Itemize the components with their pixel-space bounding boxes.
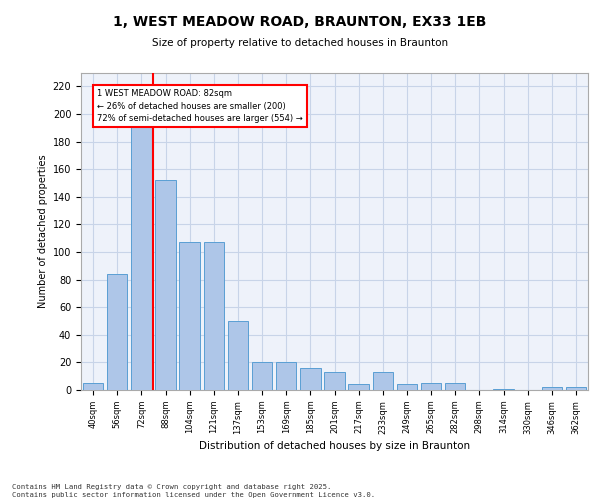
Bar: [542, 387, 562, 390]
Text: Contains HM Land Registry data © Crown copyright and database right 2025.
Contai: Contains HM Land Registry data © Crown c…: [12, 484, 375, 498]
Bar: [493, 388, 514, 390]
Bar: [131, 104, 152, 390]
Bar: [179, 242, 200, 390]
Bar: [227, 321, 248, 390]
Text: Size of property relative to detached houses in Braunton: Size of property relative to detached ho…: [152, 38, 448, 48]
Bar: [421, 383, 442, 390]
Bar: [373, 372, 393, 390]
X-axis label: Distribution of detached houses by size in Braunton: Distribution of detached houses by size …: [199, 440, 470, 450]
Bar: [566, 387, 586, 390]
Bar: [83, 383, 103, 390]
Y-axis label: Number of detached properties: Number of detached properties: [38, 154, 49, 308]
Bar: [349, 384, 369, 390]
Bar: [445, 383, 466, 390]
Text: 1 WEST MEADOW ROAD: 82sqm
← 26% of detached houses are smaller (200)
72% of semi: 1 WEST MEADOW ROAD: 82sqm ← 26% of detac…: [97, 89, 302, 123]
Bar: [324, 372, 345, 390]
Bar: [276, 362, 296, 390]
Bar: [155, 180, 176, 390]
Text: 1, WEST MEADOW ROAD, BRAUNTON, EX33 1EB: 1, WEST MEADOW ROAD, BRAUNTON, EX33 1EB: [113, 15, 487, 29]
Bar: [203, 242, 224, 390]
Bar: [300, 368, 320, 390]
Bar: [397, 384, 417, 390]
Bar: [252, 362, 272, 390]
Bar: [107, 274, 127, 390]
